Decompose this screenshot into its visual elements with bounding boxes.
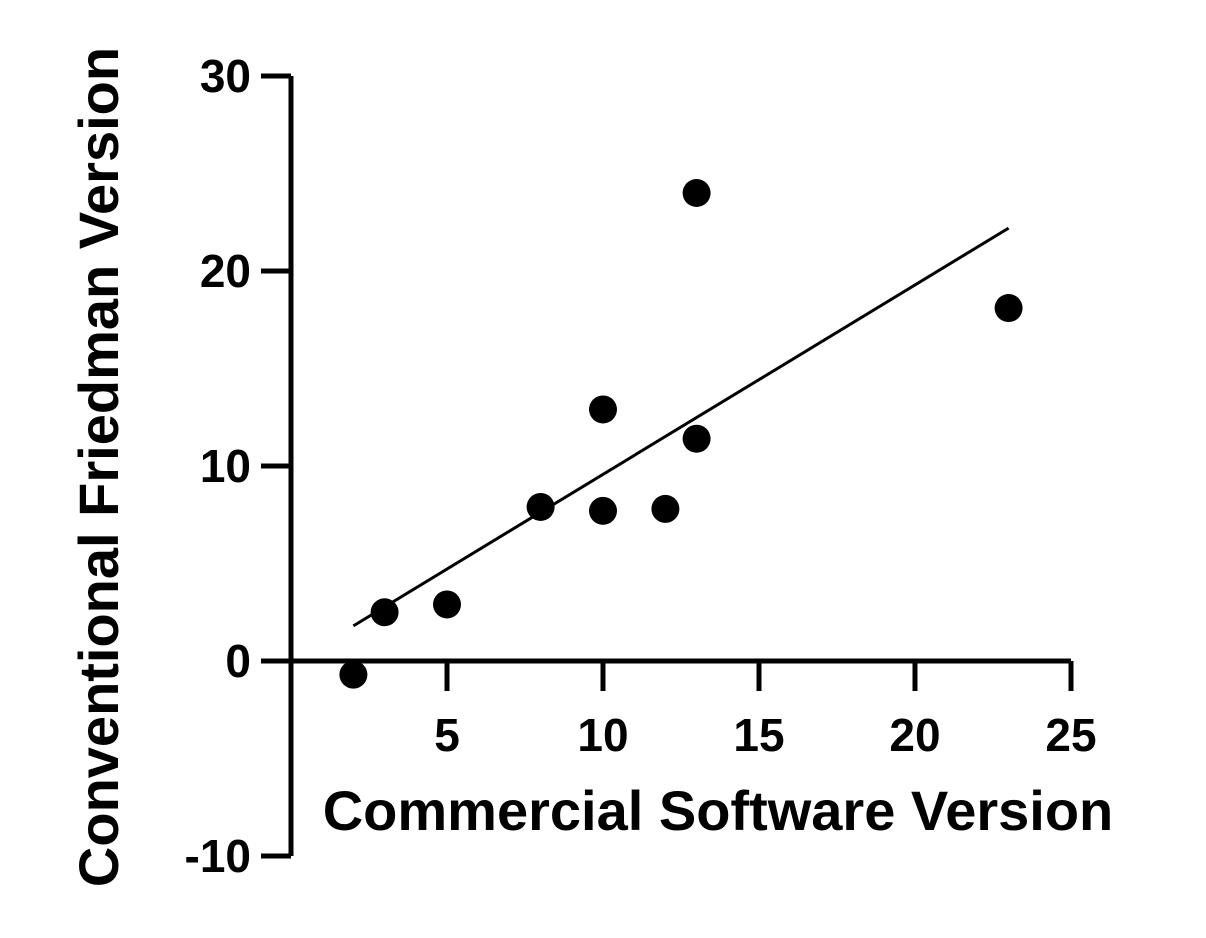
x-tick-label: 5 xyxy=(434,709,460,761)
x-tick-label: 10 xyxy=(577,709,628,761)
data-point xyxy=(682,179,711,207)
x-tick-label: 20 xyxy=(889,709,940,761)
data-point xyxy=(433,590,461,619)
data-points xyxy=(339,179,1023,689)
data-point xyxy=(526,492,555,521)
x-axis-title: Commercial Software Version xyxy=(323,779,1114,842)
data-point xyxy=(651,494,680,523)
y-axis-title: Conventional Friedman Version xyxy=(67,47,130,887)
data-point xyxy=(370,598,399,627)
tick-labels: -10 0 10 20 30 5 10 15 20 25 xyxy=(185,50,1097,882)
y-tick-label: 20 xyxy=(200,245,251,297)
y-tick-label: 30 xyxy=(200,50,251,102)
y-tick-label: 0 xyxy=(225,635,251,687)
axes xyxy=(288,76,1071,856)
data-point xyxy=(589,395,617,424)
data-point xyxy=(589,496,617,525)
data-point xyxy=(994,294,1023,323)
x-tick-label: 15 xyxy=(733,709,784,761)
tick-marks xyxy=(261,73,1074,859)
regression-line xyxy=(352,226,1010,628)
data-point xyxy=(339,660,368,689)
data-point xyxy=(682,424,711,453)
y-tick-label: -10 xyxy=(185,830,251,882)
regression-line-group xyxy=(352,226,1010,628)
x-tick-label: 25 xyxy=(1045,709,1096,761)
y-tick-label: 10 xyxy=(200,440,251,492)
